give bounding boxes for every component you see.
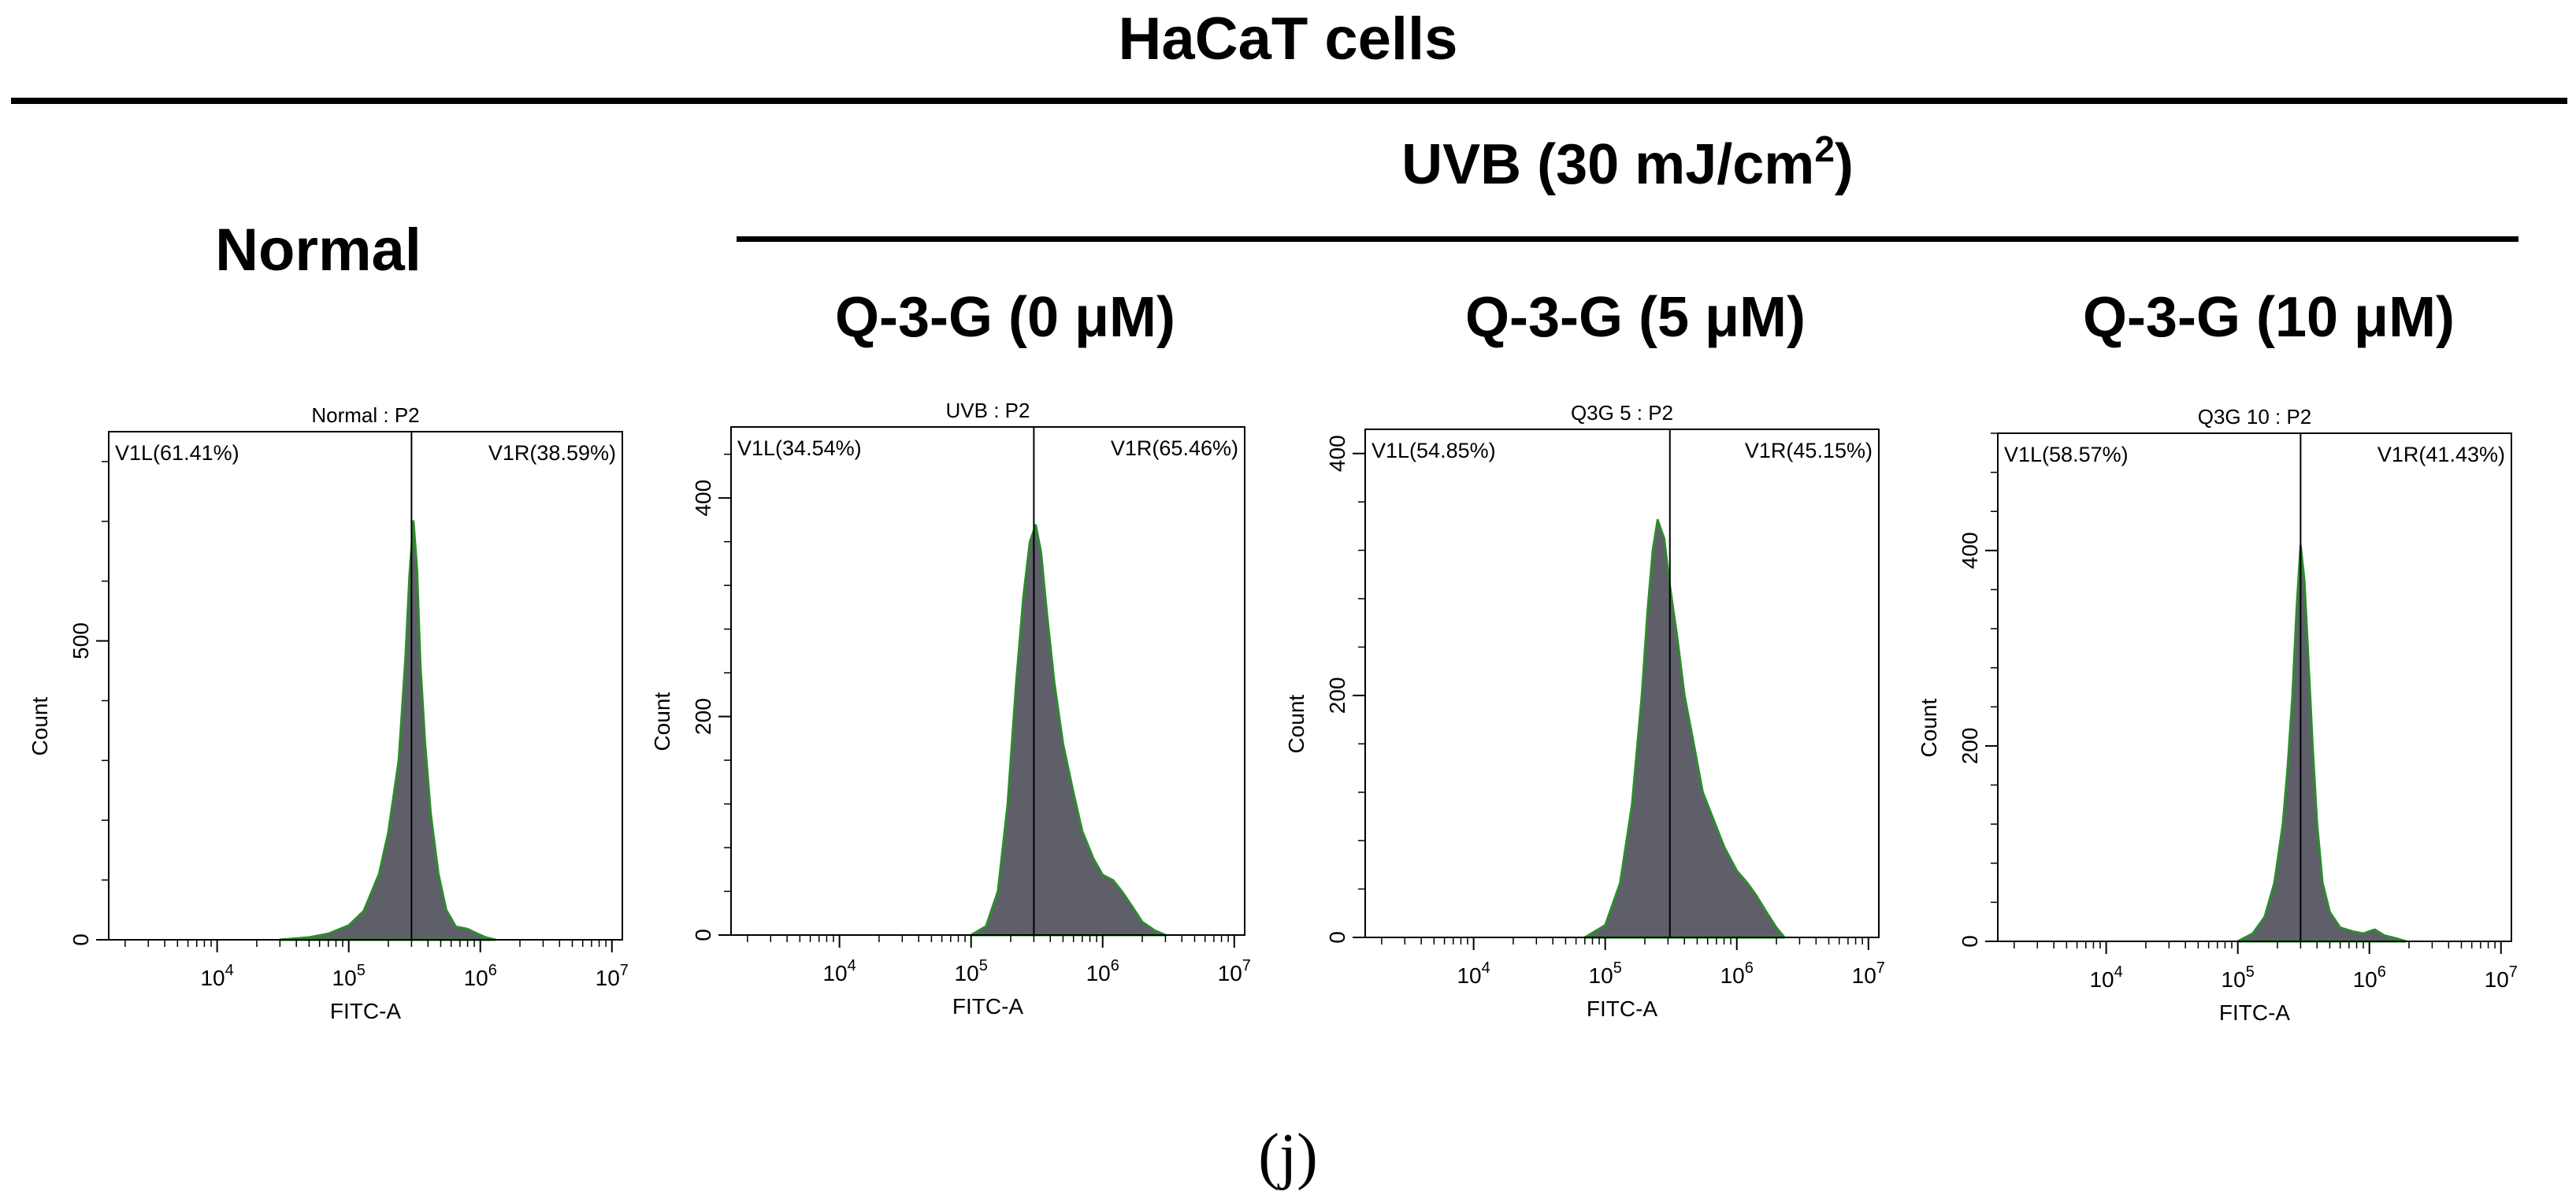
gate-label-right: V1R(65.46%) bbox=[1111, 436, 1238, 460]
x-tick-label: 106 bbox=[1086, 957, 1119, 985]
y-tick-label: 200 bbox=[691, 698, 715, 735]
y-tick-label: 0 bbox=[1325, 931, 1349, 944]
y-tick-label: 0 bbox=[1958, 935, 1982, 948]
y-tick-label: 200 bbox=[1958, 728, 1982, 765]
y-tick-label: 400 bbox=[691, 480, 715, 517]
gate-label-right: V1R(45.15%) bbox=[1745, 439, 1873, 462]
gate-label-left: V1L(34.54%) bbox=[737, 436, 862, 460]
plot-title: Q3G 5 : P2 bbox=[1571, 401, 1673, 425]
x-tick-label: 106 bbox=[464, 962, 497, 990]
y-tick-label: 0 bbox=[691, 929, 715, 941]
y-tick-label: 500 bbox=[69, 622, 93, 659]
x-tick-label: 107 bbox=[1852, 959, 1885, 988]
histogram-uvb: UVB : P2 V1L(34.54%) V1R(65.46%) 104 105 106 1… bbox=[650, 399, 1251, 1019]
uvb-group-rule bbox=[737, 236, 2518, 242]
x-tick-label: 105 bbox=[332, 962, 366, 990]
x-tick-label: 105 bbox=[1589, 959, 1622, 988]
x-tick-label: 106 bbox=[1720, 959, 1754, 988]
gate-label-left: V1L(58.57%) bbox=[2004, 443, 2129, 466]
uvb-group-title: UVB (30 mJ/cm2) bbox=[737, 131, 2518, 197]
x-tick-label: 105 bbox=[955, 957, 988, 985]
gate-label-right: V1R(38.59%) bbox=[488, 441, 616, 465]
x-tick-label: 107 bbox=[2485, 963, 2518, 992]
treatment-title-0um: Q-3-G (0 μM) bbox=[834, 286, 1176, 349]
uvb-title-text: UVB (30 mJ/cm bbox=[1401, 133, 1815, 196]
gate-label-right: V1R(41.43%) bbox=[2377, 443, 2505, 466]
histogram-area bbox=[1583, 518, 1786, 939]
plot-title: Normal : P2 bbox=[311, 403, 419, 427]
figure-title: HaCaT cells bbox=[1118, 6, 1458, 72]
histogram-area bbox=[970, 524, 1167, 937]
x-axis-label: FITC-A bbox=[2219, 1000, 2291, 1025]
plot-title: UVB : P2 bbox=[946, 399, 1030, 422]
x-tick-label: 104 bbox=[2089, 963, 2122, 992]
histogram-q3g-5: Q3G 5 : P2 V1L(54.85%) V1R(45.15%) 104 105 10… bbox=[1284, 401, 1885, 1021]
treatment-title-5um: Q-3-G (5 μM) bbox=[1464, 286, 1806, 349]
histogram-normal: Normal : P2 V1L(61.41%) V1R(38.59%) 104 105 1… bbox=[28, 403, 629, 1023]
y-axis-label: Count bbox=[650, 692, 674, 752]
x-tick-label: 104 bbox=[822, 957, 856, 985]
y-tick-label: 200 bbox=[1325, 677, 1349, 714]
x-tick-label: 105 bbox=[2222, 963, 2255, 992]
y-axis-label: Count bbox=[1917, 699, 1941, 758]
plot-frame bbox=[730, 426, 1245, 936]
y-tick-label: 400 bbox=[1958, 532, 1982, 569]
y-tick-label: 0 bbox=[69, 933, 93, 946]
x-tick-label: 107 bbox=[596, 962, 629, 990]
x-tick-label: 107 bbox=[1218, 957, 1251, 985]
panel-label: (j) bbox=[1258, 1122, 1318, 1191]
title-rule bbox=[11, 98, 2567, 104]
treatment-title-10um: Q-3-G (10 μM) bbox=[2082, 286, 2455, 349]
plot-frame bbox=[108, 431, 623, 941]
plot-title: Q3G 10 : P2 bbox=[2198, 405, 2312, 429]
gate-label-left: V1L(61.41%) bbox=[115, 441, 239, 465]
x-axis-label: FITC-A bbox=[1587, 996, 1658, 1021]
y-axis-label: Count bbox=[1284, 695, 1308, 754]
normal-group-title: Normal bbox=[215, 217, 421, 284]
histogram-area bbox=[278, 520, 497, 941]
y-axis-label: Count bbox=[28, 697, 52, 756]
gate-label-left: V1L(54.85%) bbox=[1372, 439, 1496, 462]
plot-frame bbox=[1997, 432, 2512, 942]
x-tick-label: 106 bbox=[2353, 963, 2386, 992]
x-tick-label: 104 bbox=[1457, 959, 1490, 988]
plot-frame bbox=[1364, 429, 1880, 938]
x-axis-label: FITC-A bbox=[952, 994, 1024, 1019]
histogram-q3g-10: Q3G 10 : P2 V1L(58.57%) V1R(41.43%) 104 105 1… bbox=[1917, 405, 2518, 1025]
x-axis-label: FITC-A bbox=[330, 999, 402, 1023]
x-tick-label: 104 bbox=[200, 962, 233, 990]
uvb-title-close: ) bbox=[1834, 133, 1854, 196]
uvb-title-superscript: 2 bbox=[1814, 128, 1835, 169]
histogram-area bbox=[2236, 544, 2407, 943]
y-tick-label: 400 bbox=[1325, 435, 1349, 472]
